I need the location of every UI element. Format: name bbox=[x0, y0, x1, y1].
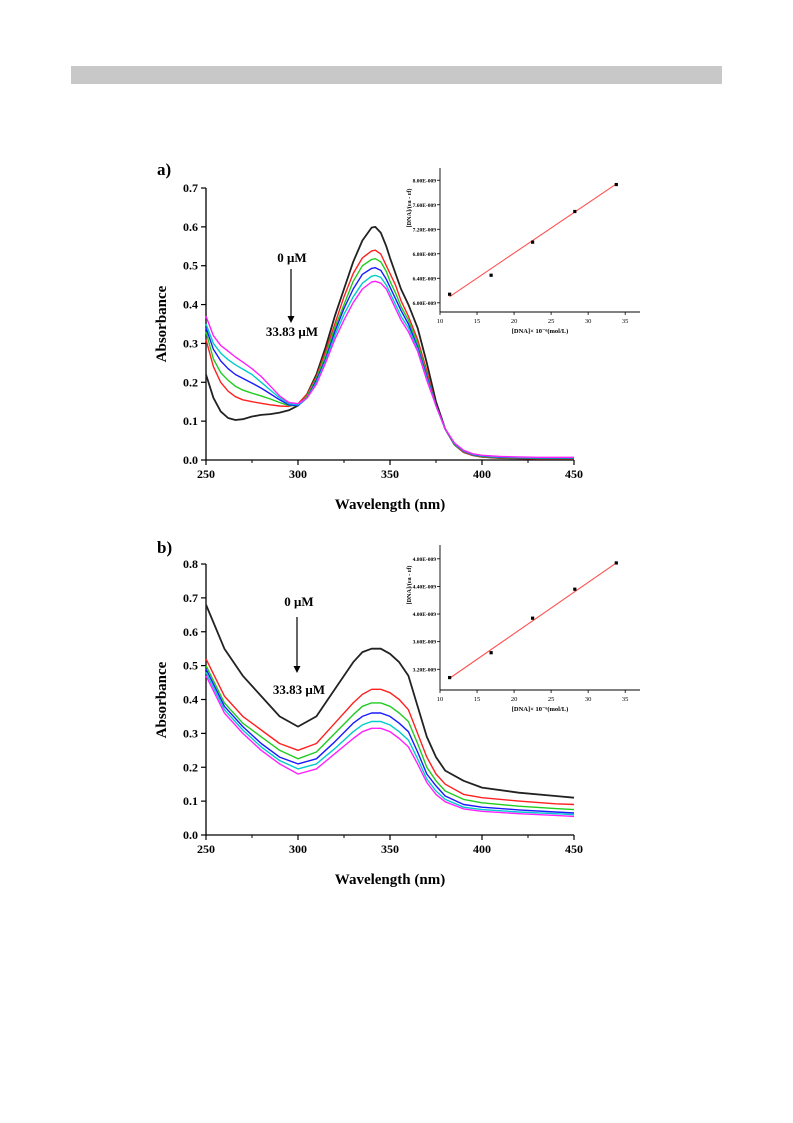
inset-y-tick-label: 4.00E-009 bbox=[413, 612, 437, 618]
series-line-1 bbox=[205, 604, 575, 799]
y-tick-label: 0.2 bbox=[183, 375, 198, 389]
y-tick-label: 0.7 bbox=[183, 181, 198, 195]
y-tick-label: 0.7 bbox=[183, 591, 198, 605]
x-tick-label: 300 bbox=[289, 467, 307, 481]
inset-y-tick-label: 4.80E-009 bbox=[413, 557, 437, 563]
x-tick-label: 450 bbox=[565, 467, 583, 481]
inset-y-axis-label: [DNA]/(εa - εf) bbox=[406, 566, 413, 605]
inset-y-tick-label: 6.00E-009 bbox=[413, 301, 437, 307]
inset-fit-line bbox=[449, 562, 617, 679]
inset-data-point bbox=[614, 561, 618, 565]
inset-y-tick-label: 4.40E-009 bbox=[413, 584, 437, 590]
inset-chart-a: 10 15 20 25 30 35 6.00E-009 6.40E-009 6.80E-009 7… bbox=[406, 168, 640, 335]
inset-x-axis-label: [DNA]× 10⁻⁶(mol/L) bbox=[512, 706, 569, 713]
annotation-end-concentration: 33.83 μM bbox=[273, 682, 325, 697]
x-tick-label: 250 bbox=[197, 842, 215, 856]
y-tick-label: 0.0 bbox=[183, 828, 198, 842]
y-tick-label: 0.5 bbox=[183, 659, 198, 673]
inset-data-point bbox=[530, 616, 535, 620]
inset-data-point bbox=[573, 587, 577, 591]
y-tick-label: 0.1 bbox=[183, 414, 198, 428]
header-bar bbox=[71, 66, 722, 84]
inset-y-tick-label: 8.00E-009 bbox=[413, 178, 437, 184]
y-tick-label: 0.4 bbox=[183, 298, 198, 312]
x-tick-label: 350 bbox=[381, 842, 399, 856]
inset-data-point bbox=[448, 292, 452, 296]
inset-x-tick-label: 20 bbox=[511, 696, 518, 703]
y-tick-label: 0.3 bbox=[183, 726, 198, 740]
inset-x-axis-label: [DNA]× 10⁻⁶(mol/L) bbox=[512, 328, 569, 335]
x-tick-label: 350 bbox=[381, 467, 399, 481]
annotation-arrow-head bbox=[287, 316, 295, 323]
inset-x-tick-label: 35 bbox=[622, 696, 629, 703]
annotation-start-concentration: 0 μM bbox=[277, 250, 306, 265]
annotation-end-concentration: 33.83 μM bbox=[266, 324, 318, 339]
y-tick-label: 0.2 bbox=[183, 760, 198, 774]
chart-panel-a: a) 250 300 350 400 450 0.0 0.1 0.2 0.3 0.4 0.5 0.6 0.… bbox=[154, 160, 583, 513]
y-tick-label: 0.8 bbox=[183, 557, 198, 571]
inset-x-tick-label: 30 bbox=[585, 696, 592, 703]
inset-x-tick-label: 25 bbox=[548, 696, 555, 703]
x-tick-label: 250 bbox=[197, 467, 215, 481]
inset-y-axis-label: [DNA]/(εa - εf) bbox=[406, 189, 413, 228]
y-axis-label: Absorbance bbox=[154, 661, 170, 738]
x-tick-label: 400 bbox=[473, 842, 491, 856]
annotation-arrow-head bbox=[293, 666, 301, 673]
panel-label: a) bbox=[157, 160, 171, 179]
inset-x-tick-label: 10 bbox=[437, 696, 444, 703]
inset-x-tick-label: 15 bbox=[474, 318, 481, 325]
inset-data-point bbox=[530, 240, 535, 244]
y-tick-label: 0.3 bbox=[183, 336, 198, 350]
inset-data-point bbox=[489, 273, 493, 277]
y-tick-label: 0.6 bbox=[183, 220, 198, 234]
inset-y-tick-label: 6.40E-009 bbox=[413, 276, 437, 282]
series-line-6 bbox=[205, 280, 574, 458]
inset-y-tick-label: 6.80E-009 bbox=[413, 252, 437, 258]
inset-y-tick-label: 3.60E-009 bbox=[413, 640, 437, 646]
inset-x-tick-label: 35 bbox=[622, 318, 629, 325]
series-line-5 bbox=[205, 274, 574, 459]
annotation-start-concentration: 0 μM bbox=[284, 594, 313, 609]
x-axis-label: Wavelength (nm) bbox=[335, 497, 445, 513]
y-tick-label: 0.6 bbox=[183, 625, 198, 639]
inset-x-tick-label: 15 bbox=[474, 696, 481, 703]
inset-data-point bbox=[614, 182, 618, 187]
inset-data-point bbox=[448, 675, 452, 680]
series-line-4 bbox=[205, 668, 575, 814]
series-line-3 bbox=[205, 665, 575, 811]
inset-x-tick-label: 20 bbox=[511, 318, 518, 325]
series-line-5 bbox=[205, 672, 575, 816]
inset-x-tick-label: 30 bbox=[585, 318, 592, 325]
y-tick-label: 0.5 bbox=[183, 259, 198, 273]
series-line-1 bbox=[205, 226, 574, 460]
inset-y-tick-label: 7.60E-009 bbox=[413, 203, 437, 209]
y-tick-label: 0.4 bbox=[183, 693, 198, 707]
x-tick-label: 400 bbox=[473, 467, 491, 481]
x-tick-label: 450 bbox=[565, 842, 583, 856]
series-line-2 bbox=[205, 658, 575, 806]
panel-label: b) bbox=[157, 538, 172, 557]
y-tick-label: 0.0 bbox=[183, 453, 198, 467]
x-axis-label: Wavelength (nm) bbox=[335, 872, 445, 888]
inset-x-tick-label: 10 bbox=[437, 318, 444, 325]
inset-y-tick-label: 7.20E-009 bbox=[413, 227, 437, 233]
inset-y-tick-label: 3.20E-009 bbox=[413, 667, 437, 673]
x-tick-label: 300 bbox=[289, 842, 307, 856]
y-axis-label: Absorbance bbox=[154, 285, 170, 362]
y-tick-label: 0.1 bbox=[183, 794, 198, 808]
inset-x-tick-label: 25 bbox=[548, 318, 555, 325]
chart-panel-b: b) 250 300 350 400 450 0.0 0.1 0.2 0.3 0.4 0.5 0.6 0.… bbox=[154, 538, 583, 888]
series-line-6 bbox=[205, 675, 575, 818]
inset-fit-line bbox=[449, 183, 617, 298]
inset-chart-b: 10 15 20 25 30 35 3.20E-009 3.60E-009 4.00E-009 4… bbox=[406, 545, 640, 713]
inset-data-point bbox=[489, 651, 493, 655]
inset-data-point bbox=[573, 209, 577, 214]
